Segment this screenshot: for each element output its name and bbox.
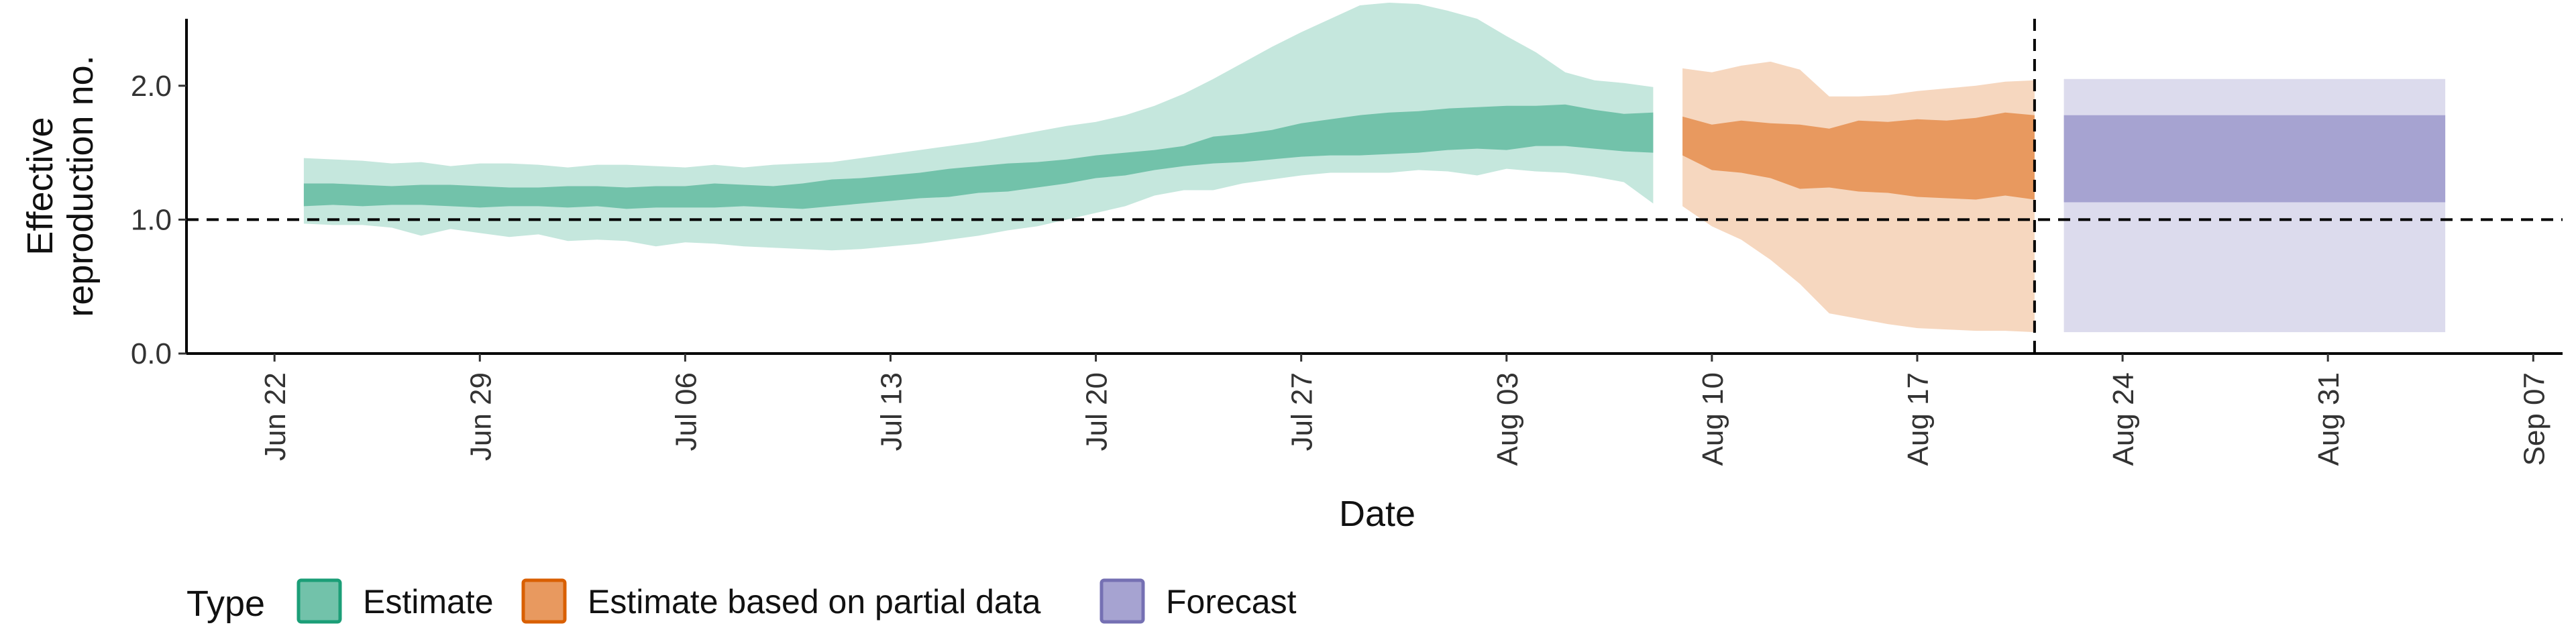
x-tick-label: Jul 27 (1286, 372, 1319, 451)
y-ticks: 0.0 1.0 2.0 (131, 70, 186, 370)
x-tick-label: Aug 24 (2107, 372, 2140, 466)
x-tick-label: Jun 29 (464, 372, 497, 461)
legend-key-estimate (297, 578, 342, 624)
y-axis-title-line: reproduction no. (60, 55, 101, 317)
legend-key-estimate-based-on-partial-data (521, 578, 567, 624)
x-tick-label: Aug 17 (1902, 372, 1935, 466)
x-ticks: Jun 22 Jun 29 Jul 06 Jul 13 Jul 20 Jul 27 Aug … (259, 354, 2551, 466)
reference-lines (186, 19, 2563, 354)
estimate-band-50 (303, 104, 1654, 209)
x-tick-label: Aug 10 (1697, 372, 1729, 466)
x-tick-label: Sep 07 (2518, 372, 2551, 466)
y-tick-label: 0.0 (131, 337, 172, 370)
legend-label-estimate-based-on-partial-data: Estimate based on partial data (588, 583, 1041, 621)
forecast-band-50 (2063, 115, 2446, 203)
y-tick-label: 1.0 (131, 203, 172, 236)
y-tick-label: 2.0 (131, 70, 172, 103)
x-tick-label: Aug 31 (2312, 372, 2345, 466)
axes (185, 19, 2563, 355)
bands-layer (303, 3, 2446, 333)
x-tick-label: Jul 20 (1081, 372, 1114, 451)
legend-title: Type (186, 584, 265, 624)
x-tick-label: Jul 06 (669, 372, 702, 451)
x-tick-label: Aug 03 (1491, 372, 1524, 466)
estimate-based-on-partial-data-band-50 (1682, 112, 2035, 200)
y-axis-title-line: Effective (20, 117, 60, 255)
y-axis-title: Effectivereproduction no. (20, 55, 101, 317)
x-axis-title: Date (1339, 494, 1415, 534)
legend-label-estimate: Estimate (363, 583, 494, 621)
legend: Type Estimate Estimate based on partial da… (186, 578, 1297, 624)
x-tick-label: Jun 22 (259, 372, 292, 461)
legend-label-forecast: Forecast (1166, 583, 1297, 621)
legend-key-forecast (1099, 578, 1145, 624)
x-tick-label: Jul 13 (875, 372, 908, 451)
